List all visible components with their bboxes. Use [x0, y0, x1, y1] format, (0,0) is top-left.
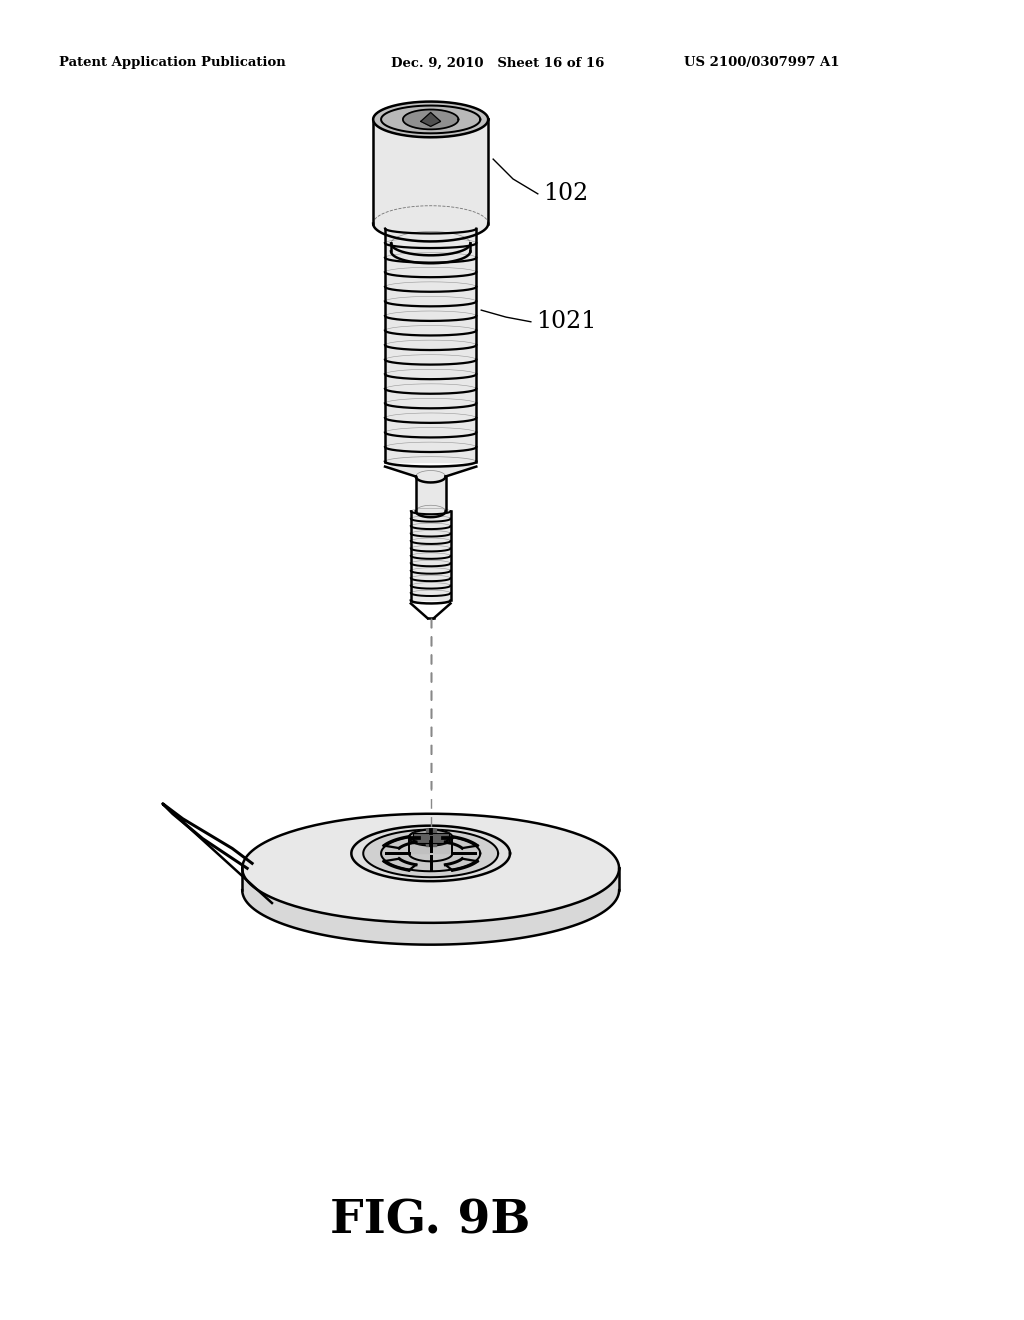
- Polygon shape: [391, 243, 470, 255]
- Text: US 2100/0307997 A1: US 2100/0307997 A1: [684, 57, 839, 70]
- Polygon shape: [409, 838, 453, 854]
- Polygon shape: [385, 228, 476, 462]
- Polygon shape: [373, 223, 488, 242]
- Polygon shape: [385, 466, 476, 477]
- Text: Patent Application Publication: Patent Application Publication: [58, 57, 286, 70]
- Polygon shape: [373, 102, 488, 137]
- Text: 102: 102: [543, 182, 588, 206]
- Polygon shape: [373, 102, 488, 223]
- Polygon shape: [411, 511, 451, 601]
- Polygon shape: [426, 829, 435, 846]
- Polygon shape: [381, 836, 480, 871]
- Text: Dec. 9, 2010   Sheet 16 of 16: Dec. 9, 2010 Sheet 16 of 16: [391, 57, 604, 70]
- Polygon shape: [421, 112, 440, 127]
- Text: FIG. 9B: FIG. 9B: [331, 1197, 530, 1243]
- Polygon shape: [416, 477, 445, 511]
- Polygon shape: [364, 829, 498, 878]
- Polygon shape: [381, 106, 480, 133]
- Polygon shape: [402, 110, 459, 129]
- Polygon shape: [243, 813, 620, 923]
- Text: 1021: 1021: [536, 310, 596, 333]
- Polygon shape: [421, 834, 440, 841]
- Text: 3: 3: [564, 857, 580, 880]
- Polygon shape: [413, 833, 449, 842]
- Polygon shape: [409, 829, 453, 846]
- Polygon shape: [351, 825, 510, 882]
- Polygon shape: [243, 869, 620, 945]
